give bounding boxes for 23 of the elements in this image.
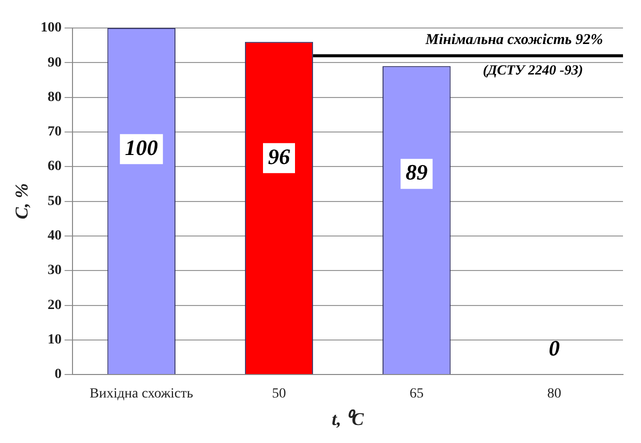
x-axis-title: t, ⁰C: [332, 408, 365, 429]
y-tick-label: 0: [54, 367, 62, 382]
data-label: 96: [268, 144, 290, 169]
y-tick-label: 60: [48, 159, 62, 174]
y-tick-label: 10: [48, 332, 62, 348]
x-tick-label: 80: [547, 386, 562, 402]
y-tick-label: 50: [48, 194, 62, 209]
y-tick-label: 100: [40, 20, 62, 36]
x-tick-label: Вихідна схожість: [90, 386, 194, 402]
y-tick-label: 20: [48, 298, 62, 313]
data-label: 89: [406, 160, 428, 185]
y-tick-label: 40: [48, 228, 62, 244]
x-tick-label: 65: [410, 386, 424, 402]
y-tick-label: 90: [48, 55, 62, 70]
x-tick-label: 50: [272, 386, 286, 402]
data-label: 100: [124, 134, 158, 160]
y-tick-label: 80: [48, 90, 62, 105]
data-label: 0: [548, 335, 560, 360]
y-axis-title: C, %: [11, 183, 32, 220]
annotation: (ДСТУ 2240 -93): [482, 63, 583, 78]
ref-line-label: Мінімальна схожість 92%: [424, 32, 603, 48]
y-tick-label: 70: [48, 124, 62, 140]
y-tick-label: 30: [48, 263, 62, 278]
